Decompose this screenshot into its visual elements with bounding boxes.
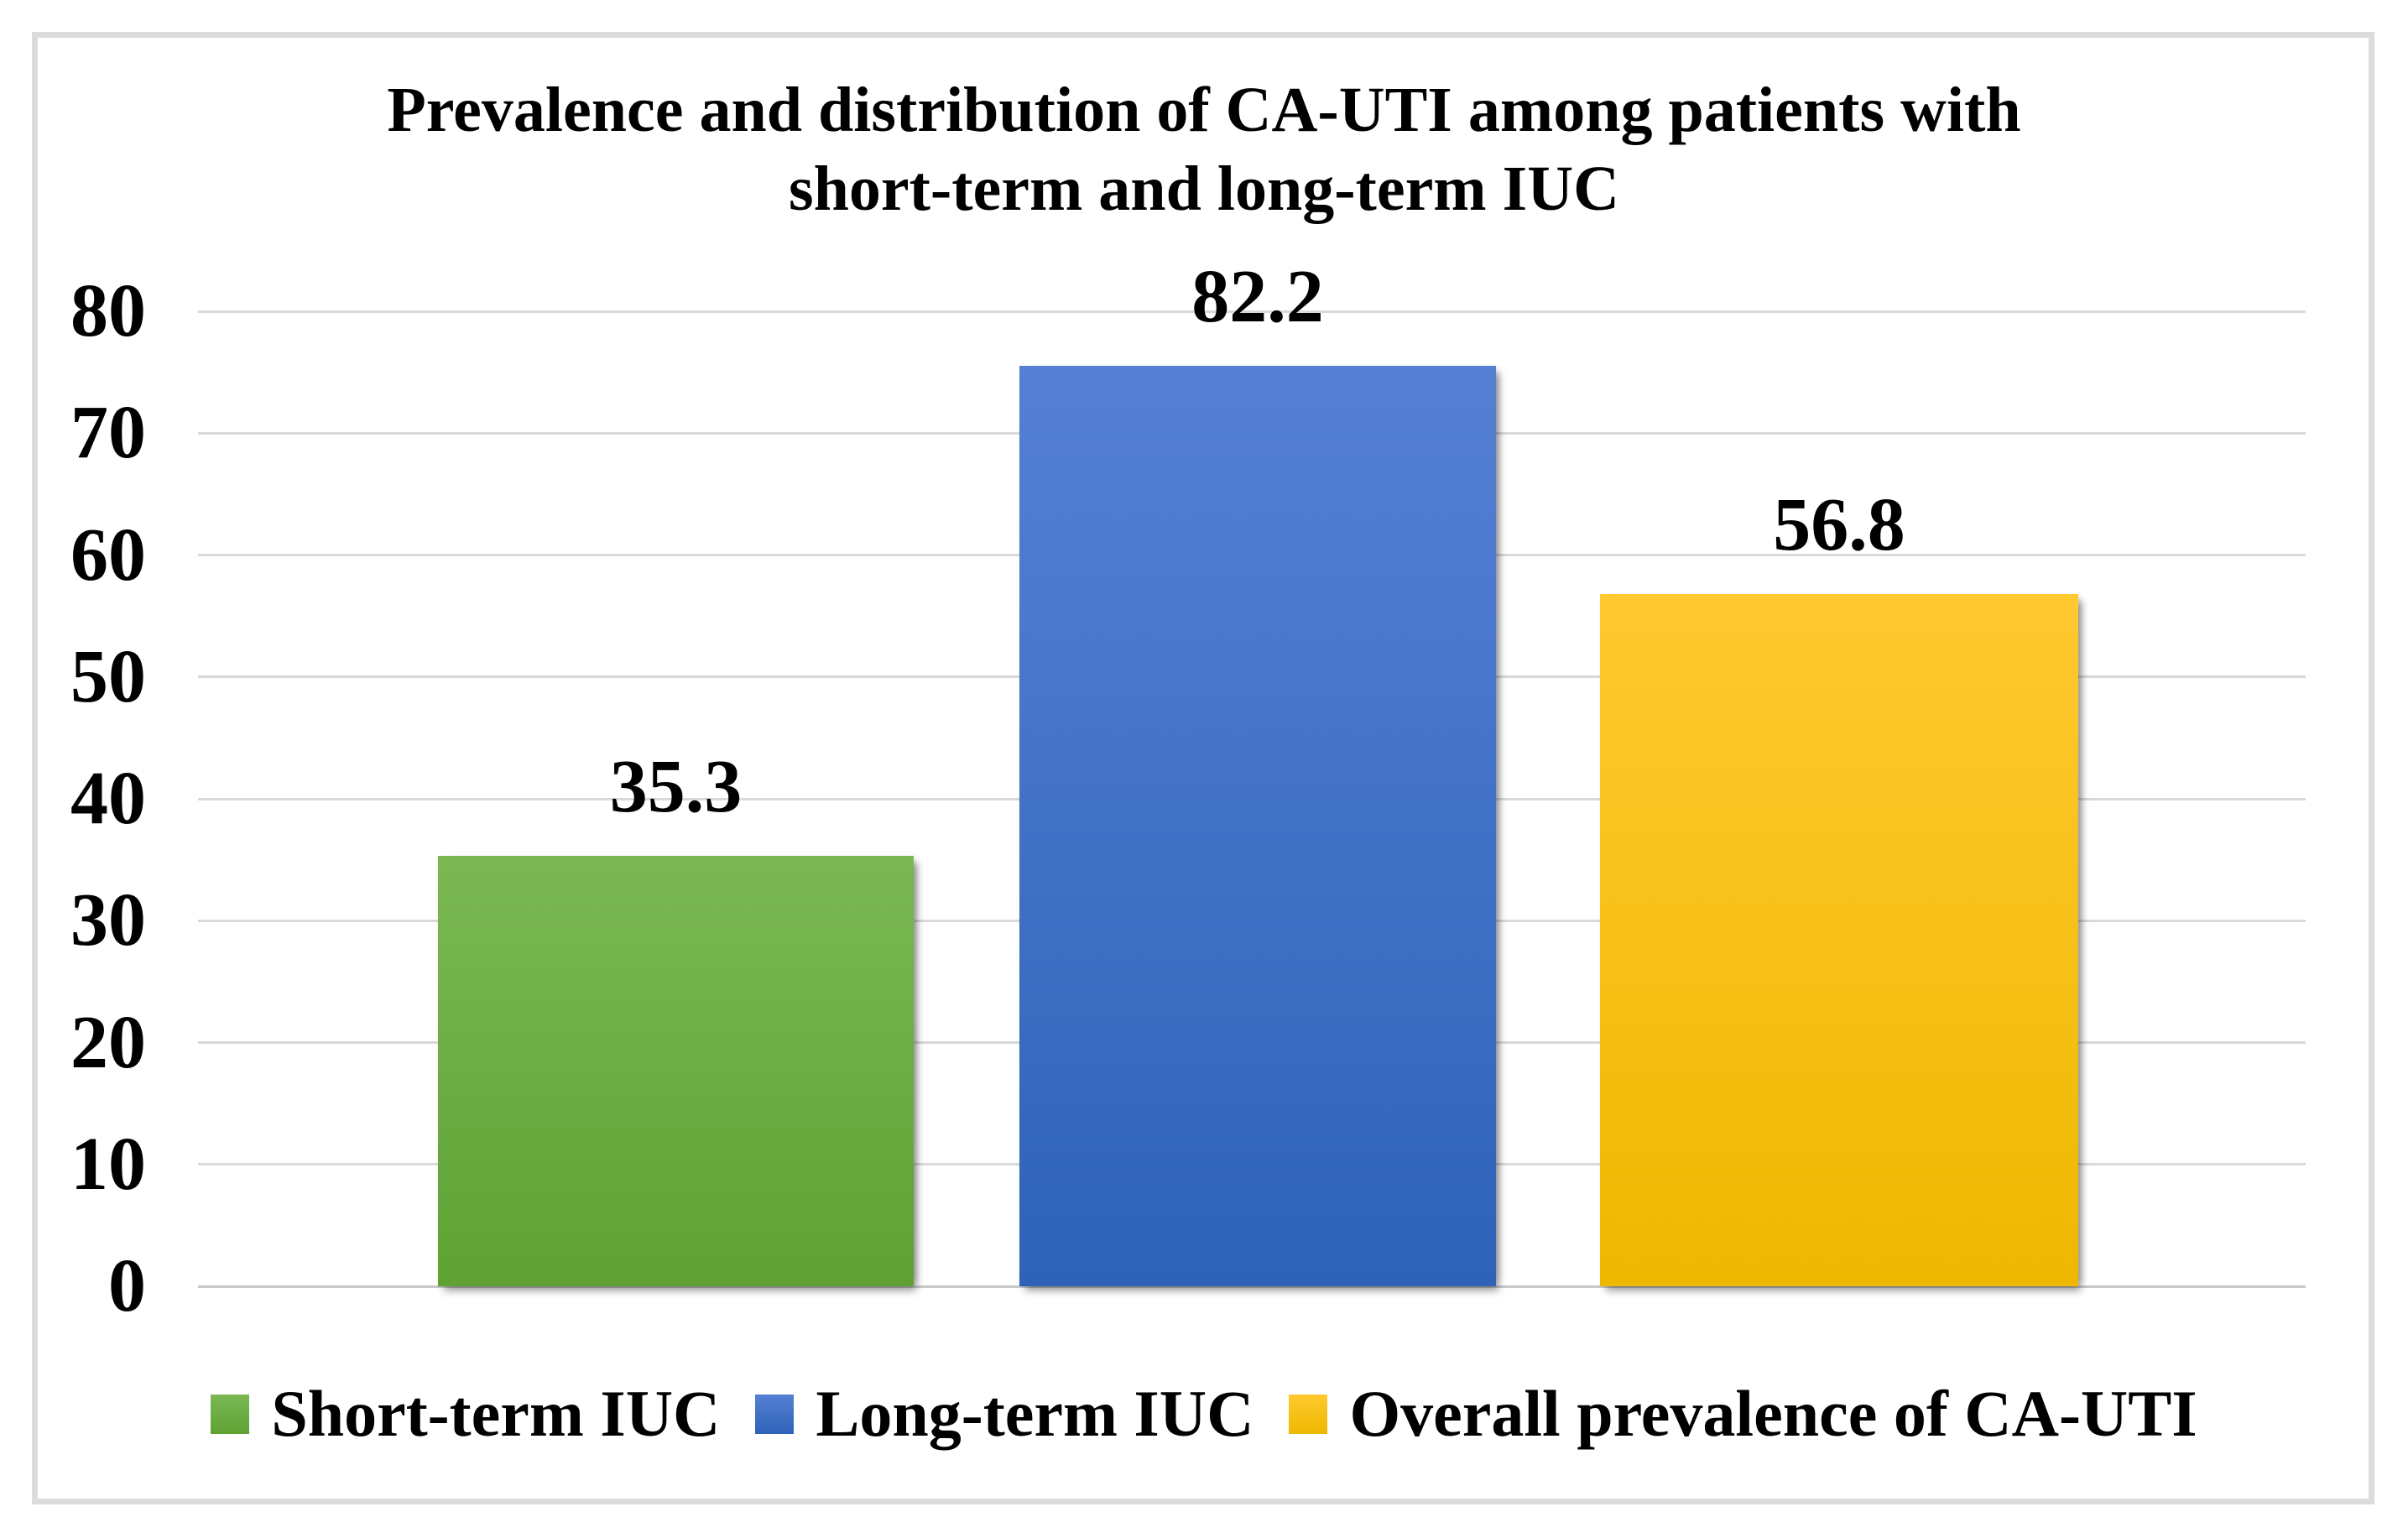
bar-value-label-long-term-iuc: 82.2: [1191, 255, 1324, 339]
legend-label-short-term-iuc: Short-term IUC: [271, 1377, 721, 1450]
legend: Short-term IUC Long-term IUC Overall preva…: [0, 1377, 2408, 1450]
legend-label-overall-prevalence-of-ca-uti: Overall prevalence of CA-UTI: [1349, 1377, 2197, 1450]
bar-short-term-iuc: [438, 856, 914, 1286]
y-tick-label-80: 80: [70, 269, 146, 352]
bar-value-label-overall-prevalence-of-ca-uti: 56.8: [1773, 482, 1905, 566]
bar-long-term-iuc: [1019, 366, 1496, 1286]
gridline-0: [198, 1285, 2306, 1288]
y-tick-label-0: 0: [108, 1244, 146, 1327]
legend-item-overall-prevalence-of-ca-uti: Overall prevalence of CA-UTI: [1289, 1376, 2197, 1452]
legend-item-long-term-iuc: Long-term IUC: [755, 1376, 1254, 1452]
bar-overall-prevalence-of-ca-uti: [1600, 593, 2078, 1286]
y-tick-label-10: 10: [70, 1122, 146, 1206]
legend-swatch-overall-prevalence-of-ca-uti: [1289, 1394, 1328, 1434]
y-tick-label-70: 70: [70, 391, 146, 475]
bar-value-label-short-term-iuc: 35.3: [609, 745, 743, 829]
y-tick-label-40: 40: [70, 757, 146, 840]
y-tick-label-50: 50: [70, 634, 146, 718]
y-tick-label-30: 30: [70, 878, 146, 962]
y-tick-label-60: 60: [70, 513, 146, 597]
legend-item-short-term-iuc: Short-term IUC: [211, 1376, 720, 1452]
legend-swatch-long-term-iuc: [755, 1394, 795, 1434]
chart-title-line-2: short-term and long-term IUC: [789, 154, 1619, 224]
chart-title: Prevalence and distribution of CA-UTI am…: [0, 70, 2408, 228]
chart-title-line-1: Prevalence and distribution of CA-UTI am…: [387, 75, 2021, 145]
y-tick-label-20: 20: [70, 1000, 146, 1084]
legend-swatch-short-term-iuc: [211, 1394, 250, 1434]
gridline-80: [198, 310, 2306, 313]
legend-label-long-term-iuc: Long-term IUC: [816, 1377, 1254, 1450]
